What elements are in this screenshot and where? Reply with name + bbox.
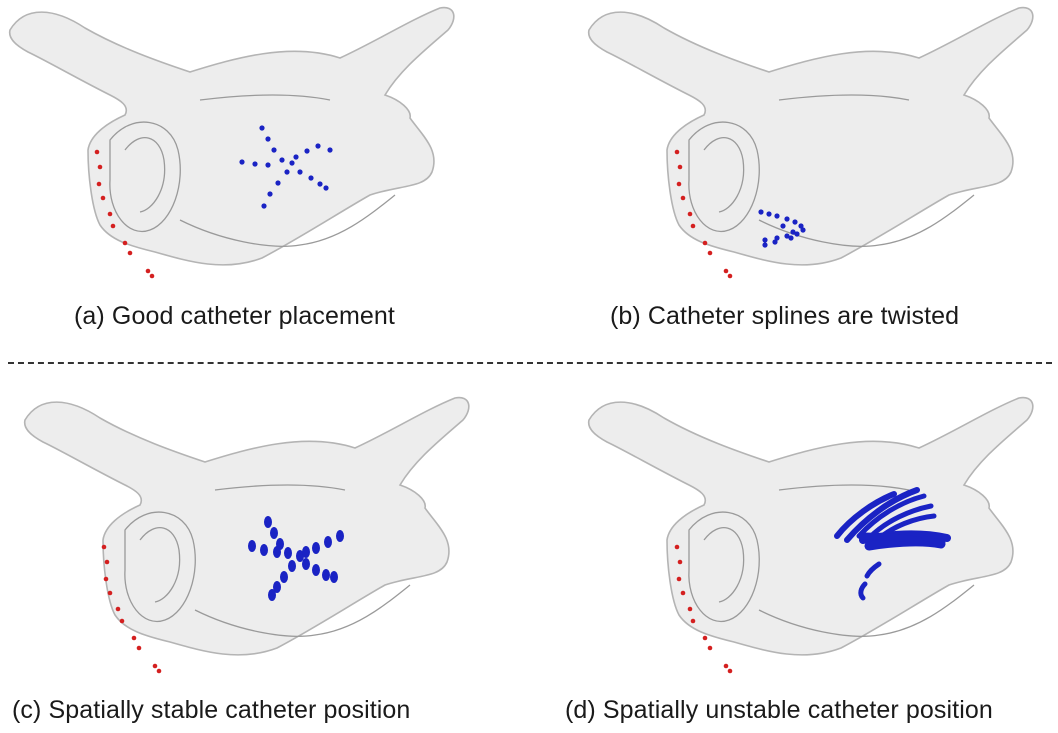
caption-d: (d) Spatially unstable catheter position [565, 696, 993, 724]
atrium-mesh [587, 396, 1034, 656]
catheter-electrodes-unstable [834, 487, 951, 601]
panel-a [0, 0, 529, 300]
caption-b: (b) Catheter splines are twisted [610, 302, 960, 330]
panel-d [529, 390, 1058, 690]
panel-c-figure [23, 396, 470, 674]
coronary-sinus-electrodes [674, 149, 733, 279]
atrium-mesh [23, 396, 470, 656]
panel-c [0, 390, 529, 690]
catheter-electrodes-star [239, 125, 333, 209]
panel-d-figure [587, 396, 1034, 674]
panel-b-figure [587, 6, 1034, 279]
coronary-sinus-electrodes [94, 149, 155, 279]
atrium-mesh [8, 6, 455, 266]
panel-b [529, 0, 1058, 300]
caption-a: (a) Good catheter placement [74, 302, 395, 330]
caption-c: (c) Spatially stable catheter position [12, 696, 411, 724]
coronary-sinus-electrodes [674, 544, 733, 674]
atrium-mesh [587, 6, 1034, 266]
panel-a-figure [8, 6, 455, 279]
coronary-sinus-electrodes [101, 544, 162, 674]
catheter-electrodes-stable [248, 516, 344, 601]
section-divider [8, 362, 1052, 364]
catheter-electrodes-twisted [758, 209, 806, 248]
